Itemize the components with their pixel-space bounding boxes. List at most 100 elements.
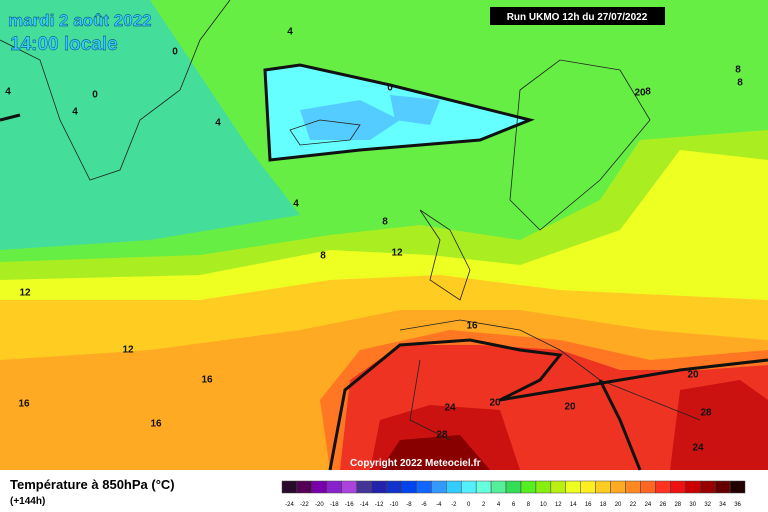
- contours: [0, 63, 768, 471]
- map-time: 14:00 locale: [10, 34, 118, 55]
- contour-label: 0: [92, 90, 98, 101]
- colorbar-swatch: [490, 480, 507, 494]
- lead-time: (+144h): [10, 496, 45, 507]
- colorbar-label: 28: [674, 502, 681, 508]
- contour-label: 16: [150, 419, 162, 430]
- colorbar-label: -20: [315, 502, 324, 508]
- colorbar-label: -22: [300, 502, 309, 508]
- colorbar-label: -2: [451, 502, 457, 508]
- contour-label: 20: [489, 398, 501, 409]
- contour-label: 20: [564, 402, 576, 413]
- contour-label: 12: [19, 288, 31, 299]
- colorbar-label: 0: [467, 502, 471, 508]
- map-date: mardi 2 août 2022: [8, 11, 152, 30]
- colorbar-swatch: [595, 480, 611, 494]
- colorbar-swatch: [505, 480, 522, 494]
- colorbar-swatch: [446, 480, 462, 494]
- temperature-field: [0, 0, 768, 470]
- colorbar-swatch: [535, 480, 552, 494]
- colorbar-label: 4: [497, 502, 501, 508]
- colorbar-label: 32: [704, 502, 711, 508]
- colorbar-label: 26: [660, 502, 667, 508]
- contour-label: 24: [692, 443, 704, 454]
- colorbar: -24 -22 -20 -18 -16 -14 -12 -10 -8 -6 -4 -2 0 2 4 6 8 10 1…: [281, 480, 746, 508]
- colorbar-swatch: [386, 480, 402, 494]
- colorbar-swatch: [655, 480, 671, 494]
- run-info: Run UKMO 12h du 27/07/2022: [507, 12, 648, 23]
- colorbar-label: -6: [421, 502, 427, 508]
- colorbar-label: 20: [615, 502, 622, 508]
- contour-label: 24: [444, 403, 456, 414]
- copyright: Copyright 2022 Meteociel.fr: [350, 458, 481, 469]
- contour-label: 20: [634, 88, 646, 99]
- colorbar-label: 12: [555, 502, 562, 508]
- colorbar-swatch: [371, 480, 387, 494]
- colorbar-label: 36: [734, 502, 741, 508]
- contour-label: 0: [172, 47, 178, 58]
- contour-label: 8: [382, 217, 388, 228]
- colorbar-label: -4: [436, 502, 442, 508]
- colorbar-swatch: [699, 480, 716, 494]
- contour-label: 8: [320, 251, 326, 262]
- contour-label: 20: [687, 370, 699, 381]
- field-band: [380, 435, 490, 470]
- run-box: [490, 7, 665, 25]
- colorbar-swatch: [714, 480, 731, 494]
- header: mardi 2 août 2022 14:00 locale Run UKMO …: [8, 7, 665, 55]
- contour-label: 16: [18, 399, 30, 410]
- colorbar-swatch: [565, 480, 581, 494]
- colorbar-swatch: [685, 480, 701, 494]
- field-band: [300, 95, 440, 140]
- colorbar-swatch: [311, 480, 328, 494]
- colorbar-swatch: [670, 480, 686, 494]
- colorbar-label: -16: [345, 502, 354, 508]
- colorbar-swatch: [640, 480, 656, 494]
- colorbar-swatch: [580, 480, 596, 494]
- colorbar-label: 30: [689, 502, 696, 508]
- colorbar-label: 6: [512, 502, 516, 508]
- contour-label: 8: [735, 65, 741, 76]
- contour-label: 8: [737, 78, 743, 89]
- colorbar-swatch: [326, 480, 342, 494]
- contour-label: 16: [466, 321, 478, 332]
- colorbar-label: 22: [630, 502, 637, 508]
- contour-label: 4: [287, 27, 293, 38]
- contour-label: 0: [387, 83, 393, 94]
- colorbar-swatch: [625, 480, 641, 494]
- colorbar-label: -8: [406, 502, 412, 508]
- contour-label: 16: [201, 375, 213, 386]
- colorbar-label: 24: [645, 502, 652, 508]
- colorbar-label: 2: [482, 502, 486, 508]
- contour-label: 12: [122, 345, 134, 356]
- contour-labels: 4 0 4 0 4 4 4 0 8 8 8 12 12 12 16 16 16 16 20 24 20 20 28 28 24 2…: [5, 27, 743, 454]
- colorbar-label: -10: [390, 502, 399, 508]
- contour-label: 4: [72, 107, 78, 118]
- contour-label: 12: [391, 248, 403, 259]
- colorbar-label: 34: [719, 502, 726, 508]
- colorbar-swatch: [520, 480, 537, 494]
- colorbar-swatch: [416, 480, 432, 494]
- contour-label: 4: [5, 87, 11, 98]
- colorbar-swatch: [460, 480, 477, 494]
- colorbar-label: -18: [330, 502, 339, 508]
- contour-label: 28: [436, 430, 448, 441]
- colorbar-swatch: [341, 480, 357, 494]
- colorbar-label: -12: [375, 502, 384, 508]
- colorbar-swatch: [610, 480, 626, 494]
- colorbar-label: -24: [285, 502, 294, 508]
- colorbar-label: 18: [600, 502, 607, 508]
- colorbar-label: 16: [585, 502, 592, 508]
- colorbar-swatch: [356, 480, 372, 494]
- colorbar-swatch: [401, 480, 417, 494]
- colorbar-swatch: [475, 480, 492, 494]
- colorbar-label: 10: [540, 502, 547, 508]
- contour-label: 28: [700, 408, 712, 419]
- colorbar-label: 14: [570, 502, 577, 508]
- colorbar-swatch: [296, 480, 313, 494]
- colorbar-label: -14: [360, 502, 369, 508]
- coastlines: [0, 0, 701, 441]
- colorbar-swatch: [550, 480, 567, 494]
- legend-title: Température à 850hPa (°C): [10, 477, 175, 492]
- contour-label: 4: [215, 118, 221, 129]
- colorbar-swatch: [431, 480, 447, 494]
